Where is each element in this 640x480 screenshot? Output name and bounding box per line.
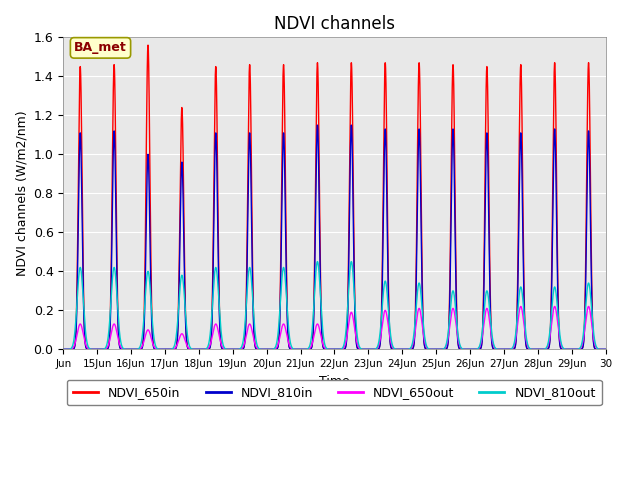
NDVI_650out (60, 347, 67, 352)
NDVI_650in (380, 101, 388, 107)
NDVI_650in (404, 347, 412, 352)
NDVI_810out (348, 259, 355, 264)
Legend: NDVI_650in, NDVI_810in, NDVI_650out, NDVI_810out: NDVI_650in, NDVI_810in, NDVI_650out, NDV… (67, 380, 602, 406)
Text: BA_met: BA_met (74, 41, 127, 54)
NDVI_810out (86, 346, 94, 352)
NDVI_810in (60, 347, 67, 352)
NDVI_650in (86, 347, 94, 352)
NDVI_810out (256, 346, 264, 352)
NDVI_810in (461, 347, 469, 352)
NDVI_810out (461, 347, 469, 352)
NDVI_650in (256, 347, 264, 352)
NDVI_810in (602, 347, 609, 352)
NDVI_650out (380, 310, 388, 316)
Line: NDVI_810in: NDVI_810in (63, 125, 605, 349)
NDVI_810in (380, 158, 388, 164)
NDVI_810out (60, 347, 67, 352)
NDVI_650out (585, 303, 593, 309)
NDVI_810out (404, 347, 412, 352)
NDVI_810out (602, 347, 609, 352)
NDVI_650in (144, 42, 152, 48)
NDVI_810in (86, 347, 94, 352)
NDVI_650in (602, 347, 609, 352)
NDVI_650out (461, 347, 469, 352)
NDVI_810in (490, 347, 498, 352)
NDVI_810in (256, 347, 264, 352)
NDVI_810in (348, 122, 355, 128)
NDVI_650in (461, 347, 469, 352)
X-axis label: Time: Time (319, 374, 350, 388)
Y-axis label: NDVI channels (W/m2/nm): NDVI channels (W/m2/nm) (15, 110, 28, 276)
NDVI_650out (602, 347, 609, 352)
NDVI_810out (490, 343, 498, 349)
Line: NDVI_650out: NDVI_650out (63, 306, 605, 349)
NDVI_650out (404, 347, 412, 352)
Line: NDVI_650in: NDVI_650in (63, 45, 605, 349)
NDVI_650out (86, 347, 94, 352)
NDVI_650out (256, 347, 264, 352)
Line: NDVI_810out: NDVI_810out (63, 262, 605, 349)
NDVI_650in (60, 347, 67, 352)
NDVI_650out (490, 344, 498, 350)
NDVI_810in (404, 347, 412, 352)
NDVI_650in (490, 347, 498, 352)
NDVI_810out (380, 282, 388, 288)
Title: NDVI channels: NDVI channels (274, 15, 395, 33)
